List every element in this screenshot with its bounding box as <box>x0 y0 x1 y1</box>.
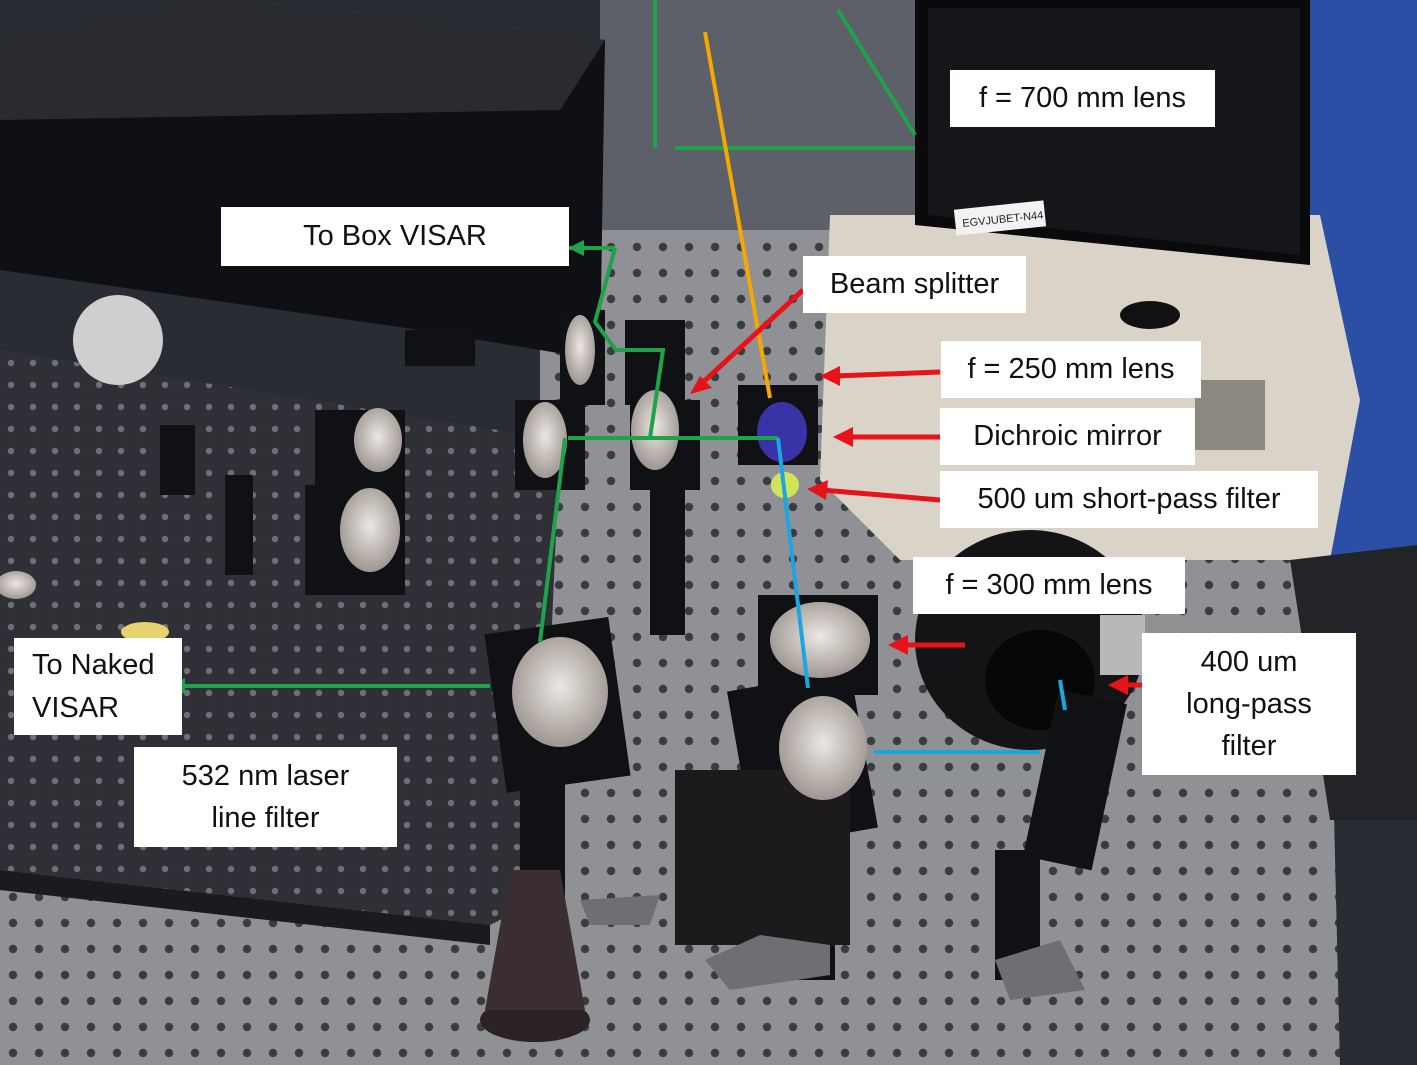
stand-bases <box>480 870 1085 1042</box>
label-to-naked-visar: To Naked VISAR <box>14 638 182 735</box>
monitor-screen <box>928 8 1300 255</box>
camera-knob <box>1120 301 1180 329</box>
visar-box-lid <box>0 0 605 120</box>
red-arrows <box>690 288 1170 695</box>
label-to-box-visar: To Box VISAR <box>221 207 569 266</box>
label-lens-300: f = 300 mm lens <box>913 557 1185 614</box>
monitor-tag <box>953 200 1047 236</box>
white-tape <box>73 295 163 385</box>
label-lens-250: f = 250 mm lens <box>941 341 1201 398</box>
label-lens-700: f = 700 mm lens <box>950 70 1215 127</box>
green-arrowhead-box <box>568 240 584 256</box>
dichroic-glass <box>757 402 807 462</box>
mirror-surfaces <box>0 315 870 800</box>
label-long-pass-filter: 400 um long-pass filter <box>1142 633 1356 775</box>
label-short-pass-filter: 500 um short-pass filter <box>940 471 1318 528</box>
camera-vent <box>1195 380 1265 450</box>
green-beam-paths <box>180 0 917 688</box>
camera-barrel <box>1100 615 1145 675</box>
far-lab <box>600 0 930 240</box>
blue-beam-paths <box>776 437 1067 754</box>
orange-beam <box>703 31 772 399</box>
label-dichroic-mirror: Dichroic mirror <box>940 408 1195 465</box>
label-laser-line-filter: 532 nm laser line filter <box>134 747 397 847</box>
raised-breadboard-edge <box>0 870 490 945</box>
label-beam-splitter: Beam splitter <box>803 256 1026 313</box>
